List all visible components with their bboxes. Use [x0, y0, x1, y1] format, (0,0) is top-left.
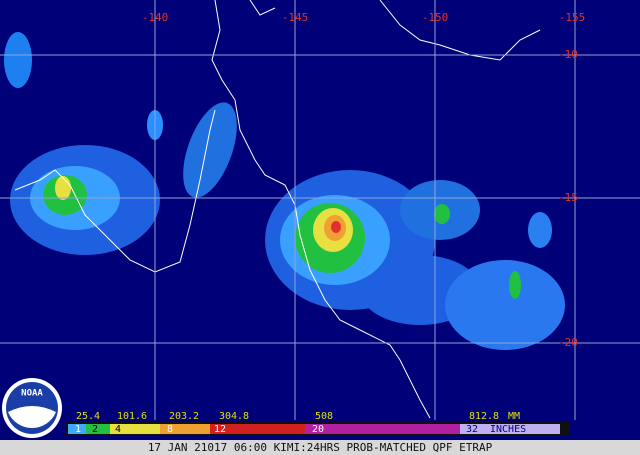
longitude-label: -145: [282, 11, 309, 24]
inch-label: 1: [75, 424, 81, 435]
latitude-label: -10: [558, 48, 578, 61]
rain-area: [4, 32, 32, 88]
inch-label: 4: [115, 424, 121, 435]
color-swatch: [160, 424, 210, 434]
footer-text: 17 JAN 21017 06:00 KIMI:24HRS PROB-MATCH…: [148, 441, 493, 454]
footer-bar: [0, 440, 640, 455]
coast-line: [14, 109, 216, 273]
coast-line: [249, 0, 276, 16]
color-swatch: [460, 424, 560, 434]
mm-unit: MM: [508, 411, 520, 422]
rain-area: [509, 271, 521, 299]
color-swatch: [210, 424, 305, 434]
logo-wave: [8, 406, 56, 429]
rain-area: [528, 212, 552, 248]
legend: 25.4 101.6 203.2 304.8 508 812.8 MM 1 2 …: [65, 411, 570, 436]
inch-unit: INCHES: [490, 424, 526, 435]
mm-label: 508: [315, 411, 333, 422]
mm-label: 812.8: [469, 411, 499, 422]
rain-area: [183, 102, 237, 198]
longitude-label: -140: [142, 11, 169, 24]
latitude-label: -20: [558, 336, 578, 349]
longitude-label: -150: [422, 11, 449, 24]
latitude-label: -15: [558, 191, 578, 204]
rain-area: [331, 221, 341, 233]
coastline: [14, 0, 541, 419]
rain-area: [434, 204, 450, 224]
inch-label: 32: [466, 424, 478, 435]
mm-label: 304.8: [219, 411, 249, 422]
mm-label: 101.6: [117, 411, 147, 422]
rain-area: [55, 176, 71, 200]
inch-label: 2: [92, 424, 98, 435]
inch-label: 12: [214, 424, 226, 435]
color-swatch: [305, 424, 460, 434]
mm-label: 25.4: [76, 411, 100, 422]
longitude-label: -155: [559, 11, 586, 24]
inch-label: 20: [312, 424, 324, 435]
coast-line: [379, 0, 541, 61]
color-swatch: [110, 424, 160, 434]
coast-line: [211, 0, 431, 419]
logo-text: NOAA: [21, 389, 43, 399]
color-swatch: [68, 424, 86, 434]
inch-label: 8: [167, 424, 173, 435]
graticule: [0, 0, 640, 420]
mm-label: 203.2: [169, 411, 199, 422]
color-swatch: [86, 424, 110, 434]
rain-area: [445, 260, 565, 350]
noaa-logo: NOAA: [2, 378, 62, 438]
